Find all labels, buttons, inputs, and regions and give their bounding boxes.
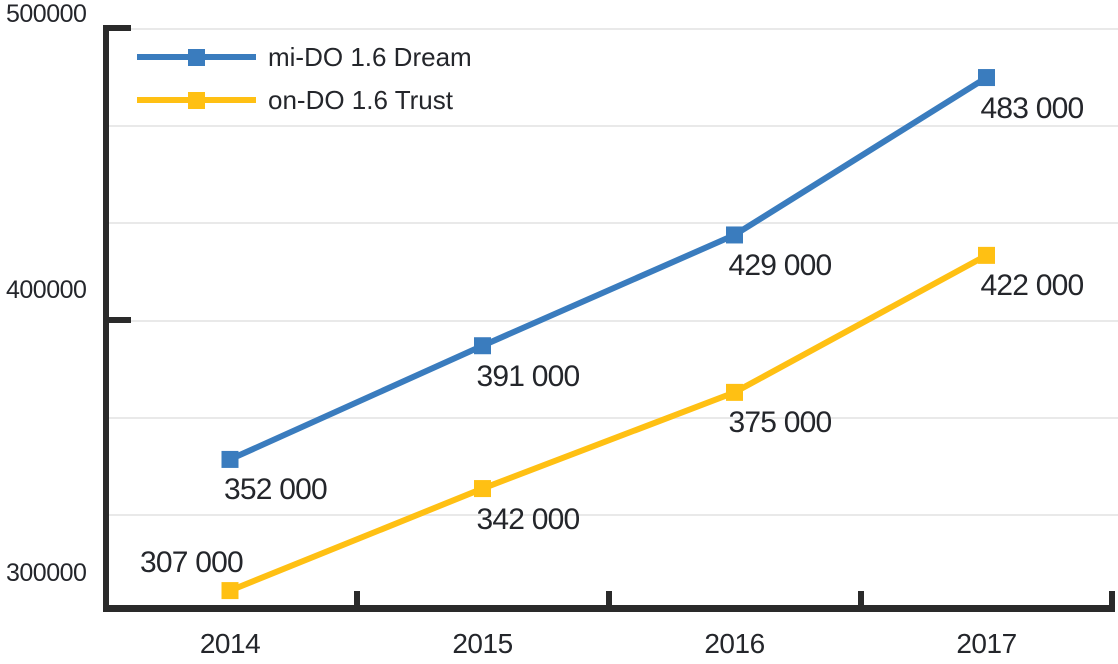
- data-point-marker: [221, 450, 239, 468]
- y-tick: [103, 25, 131, 31]
- data-label: 429 000: [728, 248, 833, 282]
- series-line-on-do: [228, 252, 988, 594]
- y-axis-label: 300000: [6, 559, 87, 587]
- data-point-marker: [474, 480, 491, 498]
- x-tick: [605, 591, 612, 605]
- x-axis-line: [103, 605, 1115, 612]
- data-label: 307 000: [140, 545, 244, 579]
- gridline: [109, 28, 1118, 30]
- data-point-marker: [474, 337, 491, 355]
- x-axis-label: 2015: [452, 628, 513, 659]
- legend-square-marker-icon: [188, 92, 205, 109]
- x-axis-label: 2014: [199, 628, 261, 659]
- data-point-marker: [221, 582, 239, 600]
- gridline: [109, 416, 1118, 419]
- x-tick: [857, 591, 864, 605]
- y-axis-label: 400000: [6, 276, 87, 304]
- x-tick: [353, 591, 360, 605]
- data-label: 342 000: [476, 502, 581, 536]
- data-point-marker: [978, 69, 995, 87]
- y-tick: [103, 316, 131, 323]
- data-point-marker: [978, 246, 995, 264]
- legend-label: mi-DO 1.6 Dream: [268, 42, 472, 72]
- data-label: 422 000: [980, 269, 1085, 303]
- data-label: 483 000: [980, 91, 1085, 125]
- legend-label: on-DO 1.6 Trust: [268, 85, 453, 115]
- series-line-mi-do: [228, 75, 989, 463]
- x-tick: [1109, 591, 1115, 605]
- legend-square-marker-icon: [188, 49, 205, 66]
- gridline: [109, 513, 1118, 516]
- x-axis-label: 2016: [704, 628, 765, 659]
- data-label: 391 000: [476, 359, 581, 393]
- gridline: [109, 125, 1118, 128]
- data-label: 352 000: [224, 473, 328, 507]
- y-axis-label: 500000: [6, 0, 87, 28]
- gridline: [109, 319, 1118, 322]
- gridline: [109, 222, 1118, 225]
- data-label: 375 000: [728, 406, 833, 440]
- data-point-marker: [726, 383, 743, 401]
- x-axis-label: 2017: [956, 628, 1017, 659]
- data-point-marker: [726, 226, 743, 244]
